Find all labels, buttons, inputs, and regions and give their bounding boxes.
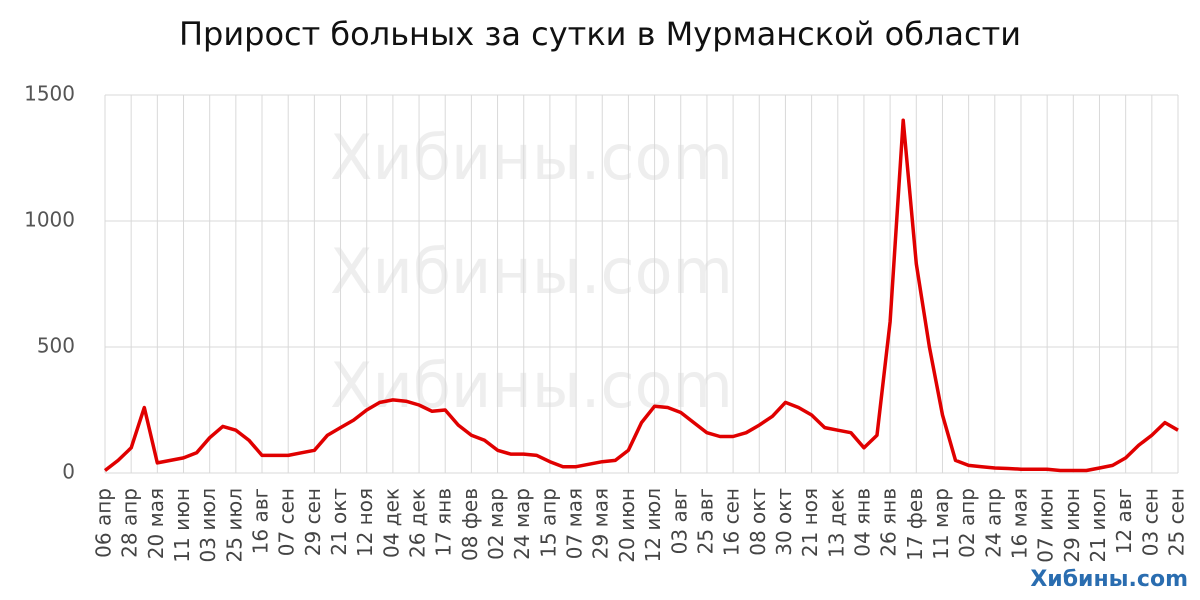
y-tick-label: 500 [37, 334, 75, 358]
x-tick-label: 12 июл [641, 488, 665, 562]
x-tick-label: 30 окт [772, 488, 796, 556]
x-tick-label: 21 окт [327, 488, 351, 556]
x-tick-label: 16 мая [1007, 488, 1031, 559]
x-tick-label: 04 янв [850, 488, 874, 557]
y-tick-label: 1500 [24, 82, 75, 106]
x-tick-label: 25 сен [1165, 488, 1189, 556]
x-tick-label: 20 июн [615, 488, 639, 563]
x-tick-label: 17 фев [903, 488, 927, 561]
x-tick-label: 21 июл [1086, 488, 1110, 562]
x-tick-label: 07 мая [563, 488, 587, 559]
x-tick-label: 24 мар [510, 488, 534, 560]
x-tick-label: 29 сен [301, 488, 325, 556]
x-tick-label: 03 июл [196, 488, 220, 562]
x-tick-label: 03 сен [1138, 488, 1162, 556]
y-tick-label: 0 [62, 460, 75, 484]
x-tick-label: 26 дек [406, 488, 430, 558]
x-tick-label: 04 дек [379, 488, 403, 558]
watermarks: Хибины.com Хибины.com Хибины.com [330, 121, 733, 422]
x-tick-label: 16 авг [249, 488, 273, 554]
x-tick-label: 20 мая [144, 488, 168, 559]
line [103, 118, 1179, 473]
x-tick-label: 29 мая [589, 488, 613, 559]
grid [104, 94, 1179, 474]
x-tick-label: 08 окт [746, 488, 770, 556]
x-tick-label: 29 июн [1060, 488, 1084, 563]
x-tick-label: 08 фев [458, 488, 482, 561]
x-tick-label: 03 авг [667, 488, 691, 554]
x-tick-label: 06 апр [92, 488, 116, 558]
x-tick-label: 07 июн [1034, 488, 1058, 563]
x-tick-label: 17 янв [432, 488, 456, 557]
x-tick-label: 11 мар [929, 488, 953, 560]
y-tick-label: 1000 [24, 208, 75, 232]
x-tick-label: 12 ноя [353, 488, 377, 557]
x-tick-label: 11 июн [170, 488, 194, 563]
x-tick-label: 07 сен [275, 488, 299, 556]
x-tick-label: 25 авг [693, 488, 717, 554]
x-tick-label: 25 июл [222, 488, 246, 562]
x-tick-label: 16 сен [720, 488, 744, 556]
logo: Хибины.com [1030, 567, 1188, 592]
x-tick-label: 24 апр [981, 488, 1005, 558]
watermark: Хибины.com [330, 349, 733, 422]
watermark: Хибины.com [330, 121, 733, 194]
x-tick-label: 12 авг [1112, 488, 1136, 554]
x-tick-label: 13 дек [824, 488, 848, 558]
x-tick-label: 15 апр [536, 488, 560, 558]
x-tick-label: 21 ноя [798, 488, 822, 557]
x-tick-label: 26 янв [877, 488, 901, 557]
x-tick-label: 02 апр [955, 488, 979, 558]
x-tick-label: 02 мар [484, 488, 508, 560]
x-tick-label: 28 апр [118, 488, 142, 558]
watermark: Хибины.com [330, 235, 733, 308]
chart-title: Прирост больных за сутки в Мурманской об… [179, 15, 1021, 53]
